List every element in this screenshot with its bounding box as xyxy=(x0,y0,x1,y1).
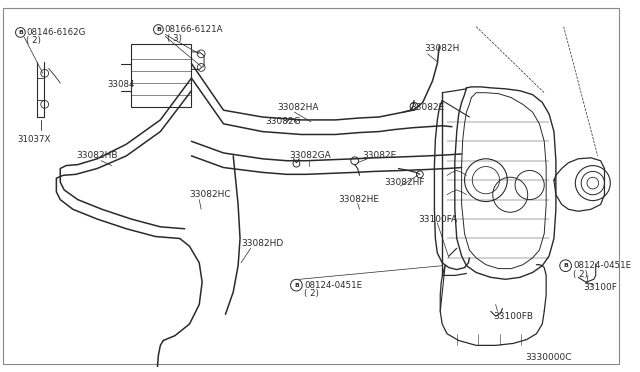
Text: 3330000C: 3330000C xyxy=(525,353,572,362)
Text: 08124-0451E: 08124-0451E xyxy=(304,280,362,290)
Text: ( 2): ( 2) xyxy=(573,270,588,279)
Text: 33082HF: 33082HF xyxy=(384,177,424,187)
Bar xyxy=(131,44,191,107)
Text: ( 2): ( 2) xyxy=(304,289,319,298)
Text: 33082HD: 33082HD xyxy=(241,239,284,248)
Text: 33082HA: 33082HA xyxy=(277,103,319,112)
Text: 33082HB: 33082HB xyxy=(76,151,117,160)
Text: B: B xyxy=(156,27,161,32)
Text: 33100FA: 33100FA xyxy=(418,215,457,224)
Text: 33082HE: 33082HE xyxy=(338,195,379,204)
Text: 08146-6162G: 08146-6162G xyxy=(26,28,86,37)
Text: 08124-0451E: 08124-0451E xyxy=(573,261,632,270)
Text: ( 3): ( 3) xyxy=(167,34,182,43)
Text: B: B xyxy=(18,30,23,35)
Text: 08166-6121A: 08166-6121A xyxy=(164,25,223,34)
Text: B: B xyxy=(294,283,299,288)
Text: 31037X: 31037X xyxy=(17,135,51,144)
Text: 33100F: 33100F xyxy=(583,283,617,292)
Text: 33082H: 33082H xyxy=(425,45,460,54)
Text: 33084: 33084 xyxy=(107,80,134,89)
Text: B: B xyxy=(563,263,568,268)
Text: 33082E: 33082E xyxy=(410,103,444,112)
Text: 33082HC: 33082HC xyxy=(189,190,231,199)
Text: ( 2): ( 2) xyxy=(26,36,41,45)
Text: 33082GA: 33082GA xyxy=(290,151,332,160)
Text: 33100FB: 33100FB xyxy=(493,312,534,321)
Text: 33082E: 33082E xyxy=(362,151,397,160)
Text: 33082G: 33082G xyxy=(266,117,301,126)
